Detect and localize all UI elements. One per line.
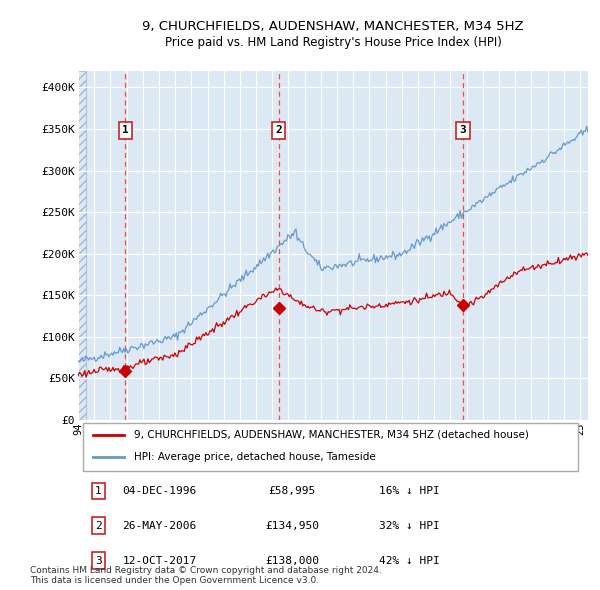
FancyBboxPatch shape bbox=[83, 422, 578, 471]
Text: 32% ↓ HPI: 32% ↓ HPI bbox=[379, 521, 440, 531]
Text: £134,950: £134,950 bbox=[265, 521, 319, 531]
Text: 3: 3 bbox=[95, 556, 102, 566]
Text: 9, CHURCHFIELDS, AUDENSHAW, MANCHESTER, M34 5HZ (detached house): 9, CHURCHFIELDS, AUDENSHAW, MANCHESTER, … bbox=[134, 430, 529, 440]
Polygon shape bbox=[78, 71, 86, 420]
Text: Price paid vs. HM Land Registry's House Price Index (HPI): Price paid vs. HM Land Registry's House … bbox=[164, 36, 502, 49]
Text: 2: 2 bbox=[275, 125, 282, 135]
Text: 04-DEC-1996: 04-DEC-1996 bbox=[122, 486, 197, 496]
Text: 1: 1 bbox=[122, 125, 128, 135]
Text: 9, CHURCHFIELDS, AUDENSHAW, MANCHESTER, M34 5HZ: 9, CHURCHFIELDS, AUDENSHAW, MANCHESTER, … bbox=[142, 20, 524, 33]
Text: 42% ↓ HPI: 42% ↓ HPI bbox=[379, 556, 440, 566]
Text: 12-OCT-2017: 12-OCT-2017 bbox=[122, 556, 197, 566]
Text: 26-MAY-2006: 26-MAY-2006 bbox=[122, 521, 197, 531]
Text: HPI: Average price, detached house, Tameside: HPI: Average price, detached house, Tame… bbox=[134, 453, 376, 463]
Text: 2: 2 bbox=[95, 521, 102, 531]
Text: £138,000: £138,000 bbox=[265, 556, 319, 566]
Text: 3: 3 bbox=[460, 125, 466, 135]
Text: £58,995: £58,995 bbox=[269, 486, 316, 496]
Text: Contains HM Land Registry data © Crown copyright and database right 2024.
This d: Contains HM Land Registry data © Crown c… bbox=[30, 566, 382, 585]
Text: 1: 1 bbox=[95, 486, 102, 496]
Text: 16% ↓ HPI: 16% ↓ HPI bbox=[379, 486, 440, 496]
